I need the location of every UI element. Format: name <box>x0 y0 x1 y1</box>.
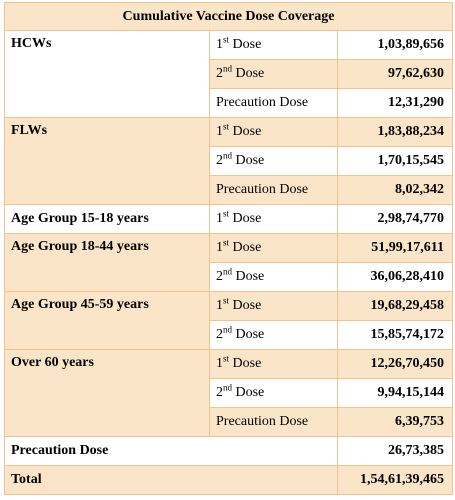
group-label-flws: FLWs <box>4 117 210 205</box>
group-label-age-15-18: Age Group 15-18 years <box>4 204 210 234</box>
value-cell: 1,03,89,656 <box>336 30 454 60</box>
dose-first: 1st Dose <box>209 233 338 263</box>
dose-first: 1st Dose <box>209 349 338 379</box>
table-row: Age Group 15-18 years 1st Dose 2,98,74,7… <box>4 204 454 234</box>
dose-second: 2nd Dose <box>209 59 338 89</box>
value-cell: 15,85,74,172 <box>336 320 454 350</box>
precaution-total-label: Precaution Dose <box>4 436 338 466</box>
table-row: Age Group 45-59 years 1st Dose 19,68,29,… <box>4 291 454 350</box>
dose-first: 1st Dose <box>209 30 338 60</box>
value-cell: 9,94,15,144 <box>336 378 454 408</box>
total-value: 1,54,61,39,465 <box>336 465 454 495</box>
value-cell: 12,31,290 <box>336 88 454 118</box>
dose-precaution: Precaution Dose <box>209 88 338 118</box>
value-cell: 19,68,29,458 <box>336 291 454 321</box>
table-row: 2nd Dose 36,06,28,410 <box>5 262 454 292</box>
table-row: Over 60 years 1st Dose 12,26,70,450 <box>4 349 454 437</box>
group-label-hcws: HCWs <box>4 30 210 118</box>
dose-second: 2nd Dose <box>209 262 338 292</box>
table-row: HCWs 1st Dose 1,03,89,656 <box>4 30 454 118</box>
dose-second: 2nd Dose <box>209 320 338 350</box>
total-label: Total <box>4 465 338 495</box>
dose-precaution: Precaution Dose <box>209 407 338 437</box>
value-cell: 1,70,15,545 <box>336 146 454 176</box>
table-row: 2nd Dose 9,94,15,144 <box>5 378 454 408</box>
value-cell: 51,99,17,611 <box>336 233 454 263</box>
table-row: Precaution Dose 8,02,342 <box>5 175 454 205</box>
table-row: Age Group 18-44 years 1st Dose 51,99,17,… <box>4 233 454 292</box>
value-cell: 12,26,70,450 <box>336 349 454 379</box>
value-cell: 1,83,88,234 <box>336 117 454 147</box>
dose-second: 2nd Dose <box>209 146 338 176</box>
title-row: Cumulative Vaccine Dose Coverage <box>3 2 454 31</box>
dose-first: 1st Dose <box>209 291 338 321</box>
dose-first: 1st Dose <box>209 117 338 147</box>
group-label-age-18-44: Age Group 18-44 years <box>4 233 210 292</box>
table-title: Cumulative Vaccine Dose Coverage <box>3 2 454 31</box>
vaccine-coverage-container: Cumulative Vaccine Dose Coverage HCWs 1s… <box>3 2 454 495</box>
table-row: 2nd Dose 1,70,15,545 <box>5 146 454 176</box>
group-label-age-45-59: Age Group 45-59 years <box>4 291 210 350</box>
dose-second: 2nd Dose <box>209 378 338 408</box>
dose-first: 1st Dose <box>209 204 338 234</box>
value-cell: 97,62,630 <box>336 59 454 89</box>
value-cell: 36,06,28,410 <box>336 262 454 292</box>
precaution-total-value: 26,73,385 <box>336 436 454 466</box>
table-row: FLWs 1st Dose 1,83,88,234 <box>4 117 454 205</box>
table-row: Precaution Dose 12,31,290 <box>5 88 454 118</box>
table-row: 2nd Dose 15,85,74,172 <box>5 320 454 350</box>
value-cell: 2,98,74,770 <box>336 204 454 234</box>
value-cell: 6,39,753 <box>336 407 454 437</box>
group-label-over-60: Over 60 years <box>4 349 210 437</box>
dose-precaution: Precaution Dose <box>209 175 338 205</box>
table-row: Precaution Dose 26,73,385 <box>4 436 454 466</box>
total-row: Total 1,54,61,39,465 <box>4 465 454 495</box>
vaccine-coverage-table: Cumulative Vaccine Dose Coverage HCWs 1s… <box>3 2 454 495</box>
value-cell: 8,02,342 <box>336 175 454 205</box>
